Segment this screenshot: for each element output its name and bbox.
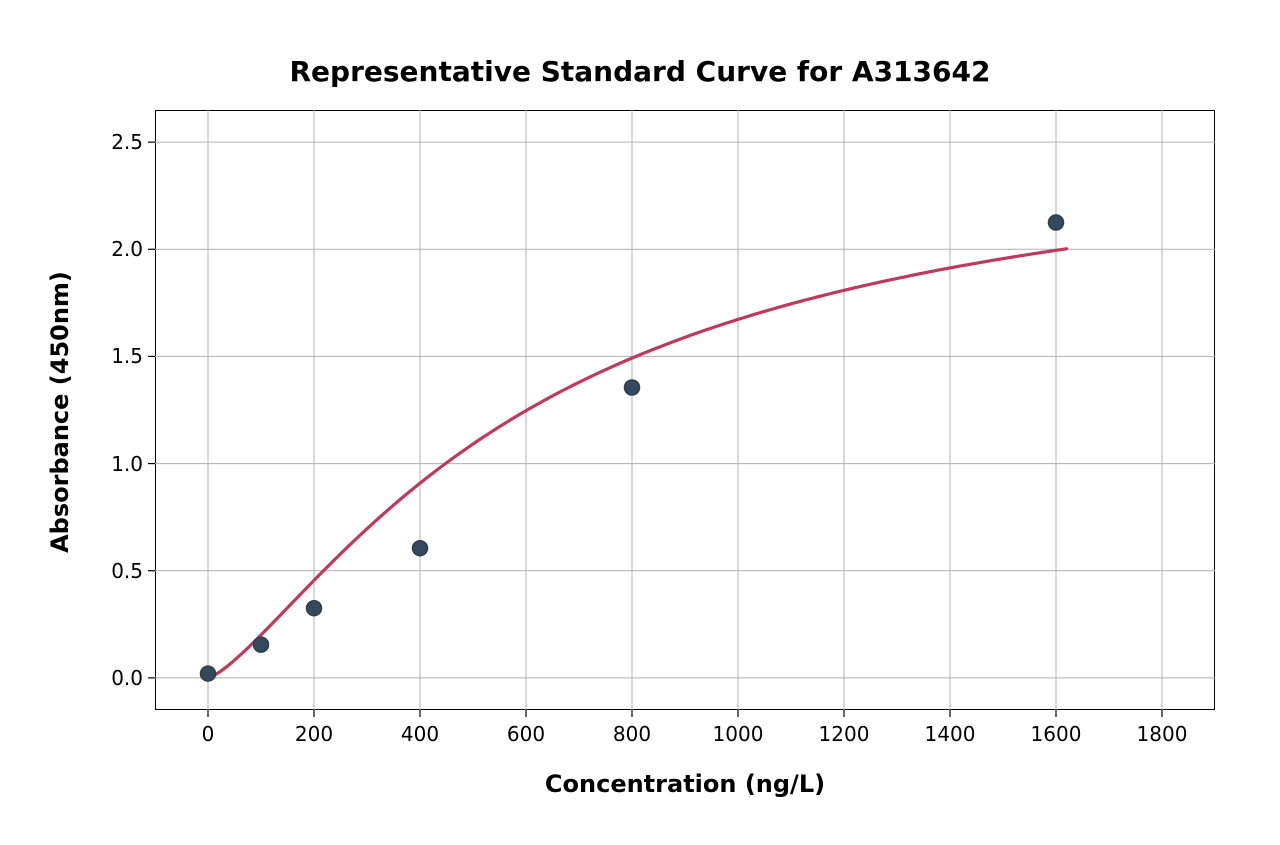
data-point: [254, 637, 269, 652]
data-point: [1049, 215, 1064, 230]
data-point: [201, 666, 216, 681]
x-tick-label: 1800: [1137, 722, 1188, 746]
x-tick-label: 800: [613, 722, 651, 746]
x-tick-label: 1200: [819, 722, 870, 746]
gridlines: [155, 110, 1215, 710]
y-tick-label: 2.5: [83, 130, 143, 154]
x-tick-label: 1600: [1031, 722, 1082, 746]
x-tick-label: 1000: [713, 722, 764, 746]
y-tick-label: 0.5: [83, 559, 143, 583]
x-tick-label: 400: [401, 722, 439, 746]
tick-marks: [148, 142, 1162, 717]
y-tick-label: 1.0: [83, 452, 143, 476]
x-tick-label: 200: [295, 722, 333, 746]
y-tick-label: 2.0: [83, 237, 143, 261]
data-point: [413, 541, 428, 556]
x-tick-label: 600: [507, 722, 545, 746]
x-tick-label: 1400: [925, 722, 976, 746]
y-tick-label: 1.5: [83, 344, 143, 368]
y-tick-label: 0.0: [83, 666, 143, 690]
data-point: [625, 380, 640, 395]
y-axis-label: Absorbance (450nm): [46, 112, 74, 712]
plot-svg: [0, 0, 1280, 845]
data-point: [307, 601, 322, 616]
x-axis-label: Concentration (ng/L): [155, 770, 1215, 798]
x-tick-label: 0: [202, 722, 215, 746]
figure: Representative Standard Curve for A31364…: [0, 0, 1280, 845]
